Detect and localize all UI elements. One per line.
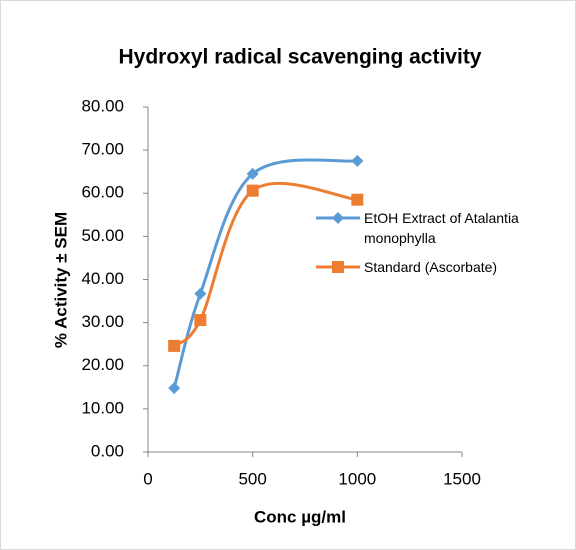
y-tick-label: 50.00 (81, 226, 124, 245)
y-tick-label: 40.00 (81, 269, 124, 288)
legend-marker (332, 261, 344, 273)
y-tick-label: 0.00 (91, 441, 124, 460)
data-point (246, 167, 259, 180)
series-line (173, 181, 358, 348)
series-line (172, 158, 358, 389)
data-point (351, 154, 364, 167)
legend-label: EtOH Extract of Atalantia monophylla (364, 210, 519, 246)
data-point (246, 184, 259, 197)
data-point (168, 382, 181, 395)
x-axis-label: Conc µg/ml (254, 507, 346, 526)
x-tick-label: 500 (238, 469, 266, 488)
data-point (194, 314, 207, 327)
y-tick-label: 80.00 (81, 96, 124, 115)
y-tick-label: 30.00 (81, 312, 124, 331)
x-tick-label: 1500 (443, 469, 481, 488)
x-tick-label: 0 (143, 469, 152, 488)
y-tick-label: 10.00 (81, 398, 124, 417)
x-tick-label: 1000 (338, 469, 376, 488)
y-tick-label: 60.00 (81, 183, 124, 202)
legend-marker (332, 212, 344, 224)
data-point (351, 193, 364, 206)
data-point (168, 339, 181, 352)
y-axis-label: % Activity ± SEM (51, 212, 70, 348)
y-tick-label: 20.00 (81, 355, 124, 374)
legend-label: Standard (Ascorbate) (364, 259, 498, 275)
chart-title: Hydroxyl radical scavenging activity (119, 46, 482, 69)
y-tick-label: 70.00 (81, 140, 124, 159)
data-point (194, 287, 207, 300)
